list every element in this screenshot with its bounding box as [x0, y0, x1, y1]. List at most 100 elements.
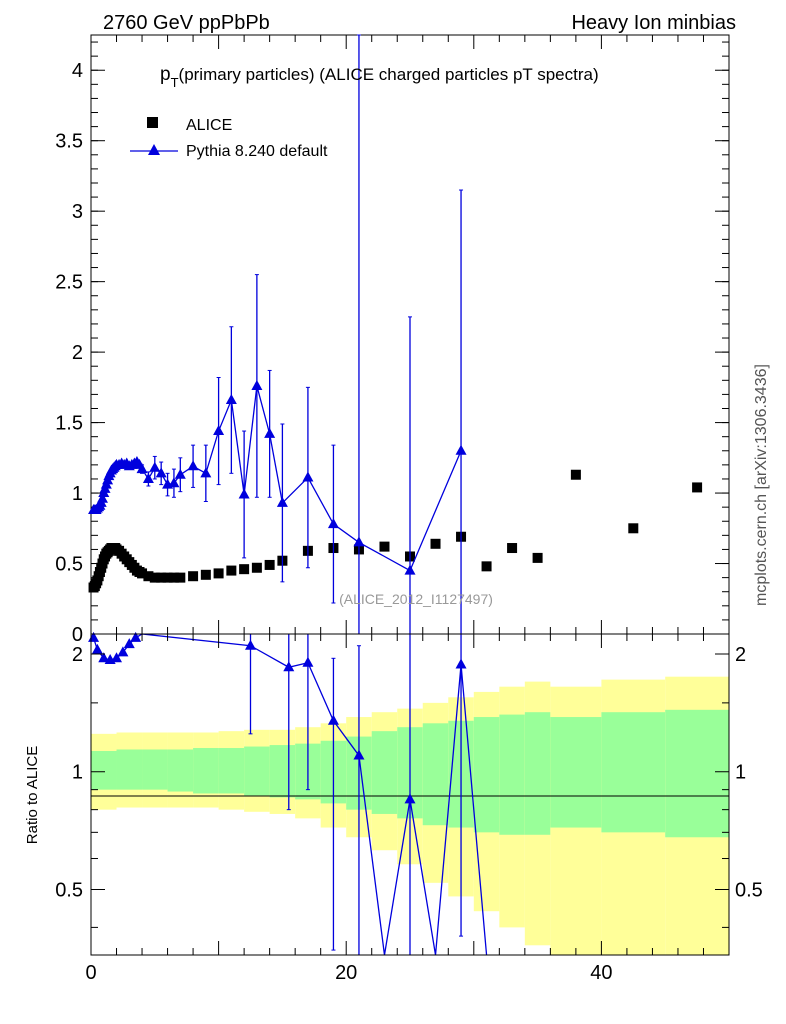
watermark: (ALICE_2012_I1127497) — [339, 591, 493, 607]
pythia-point — [187, 460, 199, 471]
ratio-ticks: 0.5 0.51 12 20 20 40 — [55, 634, 763, 984]
alice-point — [239, 564, 250, 575]
band-inner — [665, 709, 729, 838]
alice-point — [570, 469, 581, 480]
ratio-ylabel: Ratio to ALICE — [24, 746, 41, 844]
ratio-point — [123, 638, 135, 649]
plot-title-main: p — [160, 64, 171, 85]
ratio-series — [88, 631, 488, 956]
ratio-point — [88, 631, 100, 642]
main-ticks: 0 0.5 1 1.5 2 2.5 3 3.5 4 — [55, 35, 730, 646]
alice-point — [430, 538, 441, 549]
main-ytick-label: 2 — [72, 342, 83, 364]
ratio-point — [327, 714, 339, 725]
main-ytick-label: 3.5 — [55, 131, 83, 153]
alice-point — [379, 541, 390, 552]
band-inner — [269, 745, 296, 798]
band-inner — [218, 748, 245, 794]
pythia-point — [264, 427, 276, 438]
ratio-ytick-label: 1 — [72, 762, 83, 784]
header-left: 2760 GeV ppPbPb — [103, 12, 270, 34]
main-series — [88, 34, 703, 635]
pythia-point — [353, 536, 365, 547]
pythia-point — [404, 564, 416, 575]
alice-point — [143, 571, 154, 582]
main-ytick-label: 2.5 — [55, 272, 83, 294]
main-panel: 0 0.5 1 1.5 2 2.5 3 3.5 4 — [55, 34, 730, 646]
pythia-point — [168, 477, 180, 488]
ratio-ytick-label-right: 1 — [735, 762, 746, 784]
pythia-point — [238, 488, 250, 499]
main-ytick-label: 4 — [72, 60, 83, 82]
alice-point — [168, 572, 179, 583]
pythia-point — [302, 471, 314, 482]
side-label: mcplots.cern.ch [arXiv:1306.3436] — [753, 364, 770, 606]
band-inner — [91, 750, 117, 790]
alice-point — [692, 482, 703, 493]
band-inner — [601, 712, 666, 833]
alice-point — [156, 572, 167, 583]
alice-point — [532, 552, 543, 563]
band-inner — [473, 717, 500, 833]
ratio-xtick-label: 40 — [590, 962, 612, 984]
pythia-point — [327, 518, 339, 529]
ratio-point — [404, 793, 416, 804]
alice-point — [213, 568, 224, 579]
pythia-point — [251, 379, 263, 390]
ratio-ytick-label: 0.5 — [55, 879, 83, 901]
pythia-point — [213, 425, 225, 436]
legend-alice-marker — [147, 117, 158, 128]
ratio-panel: 0.5 0.51 12 20 20 40 Ratio to ALICE — [24, 631, 763, 984]
ratio-point — [455, 658, 467, 669]
ratio-point — [98, 652, 110, 663]
ratio-ytick-label-right: 0.5 — [735, 879, 763, 901]
pythia-point — [276, 496, 288, 507]
alice-point — [507, 543, 518, 554]
ratio-point — [302, 656, 314, 667]
band-inner — [244, 746, 270, 796]
alice-point — [251, 562, 262, 573]
band-inner — [499, 714, 525, 835]
band-inner — [524, 712, 551, 835]
alice-point — [264, 559, 275, 570]
main-ytick-label: 1 — [72, 483, 83, 505]
legend: ALICE Pythia 8.240 default — [130, 117, 328, 160]
legend-pythia-marker — [148, 144, 160, 155]
alice-point — [137, 568, 148, 579]
band-inner — [550, 717, 602, 828]
pythia-point — [455, 444, 467, 455]
alice-point — [162, 572, 173, 583]
main-ytick-label: 1.5 — [55, 413, 83, 435]
ratio-point — [283, 661, 295, 672]
pythia-point — [142, 472, 154, 483]
ratio-point — [117, 646, 129, 657]
pythia-point — [225, 394, 237, 405]
alice-point — [188, 571, 199, 582]
pythia-point — [136, 463, 148, 474]
pythia-point — [96, 492, 108, 503]
pythia-point — [200, 467, 212, 478]
plot-title-rest: (primary particles) (ALICE charged parti… — [179, 65, 599, 84]
pythia-point — [174, 468, 186, 479]
band-inner — [422, 723, 449, 826]
ratio-point — [111, 652, 123, 663]
alice-point — [149, 572, 160, 583]
pythia-point — [149, 461, 161, 472]
band-inner — [167, 749, 194, 792]
ratio-ytick-label: 2 — [72, 644, 83, 666]
ratio-point — [91, 643, 103, 654]
legend-pythia-label: Pythia 8.240 default — [186, 143, 328, 160]
alice-point — [226, 565, 237, 576]
header-right: Heavy Ion minbias — [571, 12, 736, 34]
ratio-frame — [90, 633, 730, 956]
alice-point — [200, 569, 211, 580]
alice-point — [481, 561, 492, 572]
ratio-xtick-label: 20 — [335, 962, 357, 984]
ratio-point — [130, 631, 142, 642]
ratio-point — [245, 639, 256, 650]
plot-title: pT(primary particles) (ALICE charged par… — [160, 64, 599, 90]
main-ytick-label: 0 — [72, 624, 83, 646]
band-inner — [371, 731, 398, 814]
legend-alice-label: ALICE — [186, 117, 232, 134]
